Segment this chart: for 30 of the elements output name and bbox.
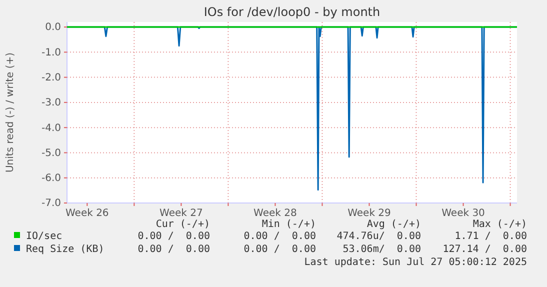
text: Avg (-/+) bbox=[366, 219, 421, 230]
text: 0.00 / 0.00 bbox=[244, 244, 316, 255]
legend-label: Req Size (KB) bbox=[26, 244, 104, 255]
text: 0.00 / 0.00 bbox=[138, 244, 210, 255]
y-tick-label: -1.0 bbox=[41, 47, 61, 58]
text: Max (-/+) bbox=[472, 219, 527, 230]
y-tick-label: -5.0 bbox=[41, 148, 61, 159]
y-tick-label: -7.0 bbox=[41, 198, 61, 210]
text: Min (-/+) bbox=[262, 219, 316, 230]
text: 0.00 / 0.00 bbox=[244, 231, 316, 242]
text: 474.76u/ 0.00 bbox=[336, 231, 421, 242]
x-tick-label: Week 27 bbox=[160, 208, 203, 220]
text: Cur (-/+) bbox=[156, 219, 210, 230]
x-tick-label: Week 29 bbox=[348, 208, 391, 220]
y-tick-label: 0.0 bbox=[45, 22, 61, 34]
y-tick-label: -2.0 bbox=[41, 72, 61, 84]
y-tick-label: -3.0 bbox=[41, 98, 61, 109]
text: 53.06m/ 0.00 bbox=[342, 244, 421, 255]
text: 0.00 / 0.00 bbox=[138, 231, 210, 242]
x-tick-label: Week 28 bbox=[254, 208, 297, 220]
y-axis-title: Units read (-) / write (+) bbox=[5, 52, 16, 173]
chart-title: IOs for /dev/loop0 - by month bbox=[204, 5, 380, 19]
y-tick-label: -4.0 bbox=[41, 122, 61, 134]
legend-label: IO/sec bbox=[26, 231, 62, 242]
y-tick-label: -6.0 bbox=[41, 173, 61, 184]
text: 1.71 / 0.00 bbox=[454, 231, 527, 242]
x-tick-label: Week 30 bbox=[442, 208, 485, 220]
text: Last update: Sun Jul 27 05:00:12 2025 bbox=[304, 257, 527, 268]
text: 127.14 / 0.00 bbox=[442, 244, 527, 255]
x-tick-label: Week 26 bbox=[65, 208, 109, 220]
